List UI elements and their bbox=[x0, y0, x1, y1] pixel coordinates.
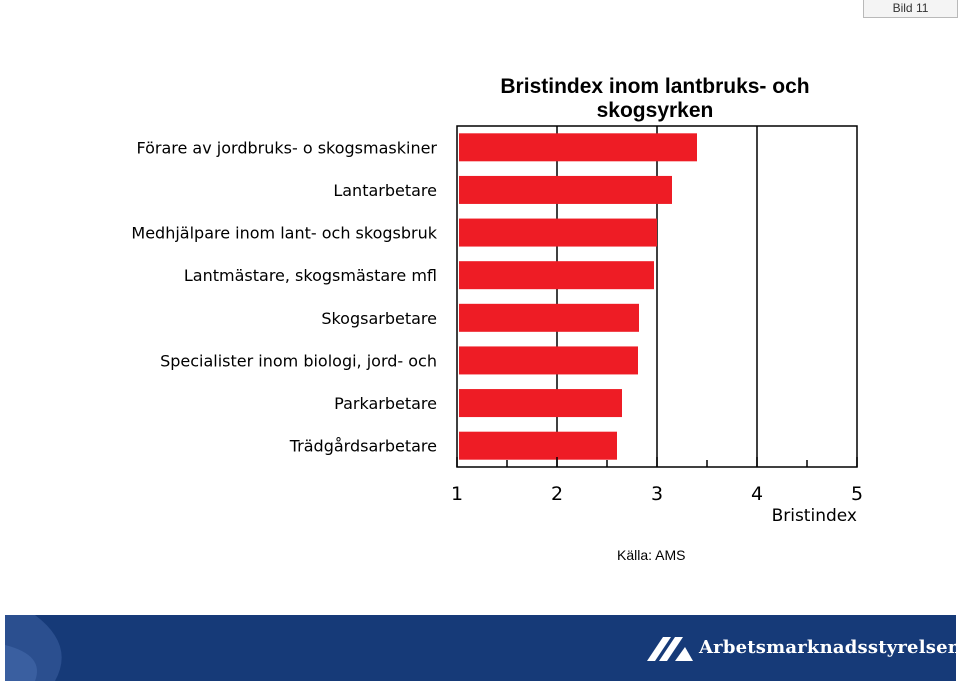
agency-logo-text: Arbetsmarknadsstyrelsen bbox=[699, 637, 956, 658]
footer-banner: Arbetsmarknadsstyrelsen bbox=[5, 615, 956, 681]
bar bbox=[459, 303, 639, 332]
x-tick-label: 5 bbox=[851, 483, 863, 505]
x-tick-label: 3 bbox=[651, 483, 663, 505]
x-axis-label: Bristindex bbox=[772, 506, 857, 526]
category-label: Lantmästare, skogsmästare mfl bbox=[184, 266, 437, 285]
category-label: Lantarbetare bbox=[333, 181, 437, 200]
bar bbox=[459, 261, 654, 290]
category-label: Medhjälpare inom lant- och skogsbruk bbox=[131, 224, 437, 243]
category-label: Trädgårdsarbetare bbox=[289, 437, 437, 456]
footer-backdrop bbox=[5, 615, 62, 681]
x-tick-label: 4 bbox=[751, 483, 763, 505]
category-label: Skogsarbetare bbox=[321, 309, 437, 328]
bar bbox=[459, 133, 697, 162]
bar-chart: Förare av jordbruks- o skogsmaskiner Lant… bbox=[131, 125, 863, 526]
category-label: Parkarbetare bbox=[334, 394, 437, 413]
x-tick-label: 1 bbox=[451, 483, 463, 505]
bar bbox=[459, 175, 672, 204]
agency-logo-icon bbox=[647, 637, 693, 661]
bar bbox=[459, 431, 617, 460]
source-note: Källa: AMS bbox=[617, 547, 686, 563]
category-label: Specialister inom biologi, jord- och bbox=[160, 351, 437, 370]
category-label: Förare av jordbruks- o skogsmaskiner bbox=[136, 138, 437, 157]
x-tick-label: 2 bbox=[551, 483, 563, 505]
slide-number-label: Bild 11 bbox=[863, 0, 958, 18]
bar bbox=[459, 346, 638, 375]
bar bbox=[459, 218, 657, 247]
chart-title: Bristindex inom lantbruks- och skogsyrke… bbox=[500, 75, 810, 122]
bar bbox=[459, 389, 622, 418]
